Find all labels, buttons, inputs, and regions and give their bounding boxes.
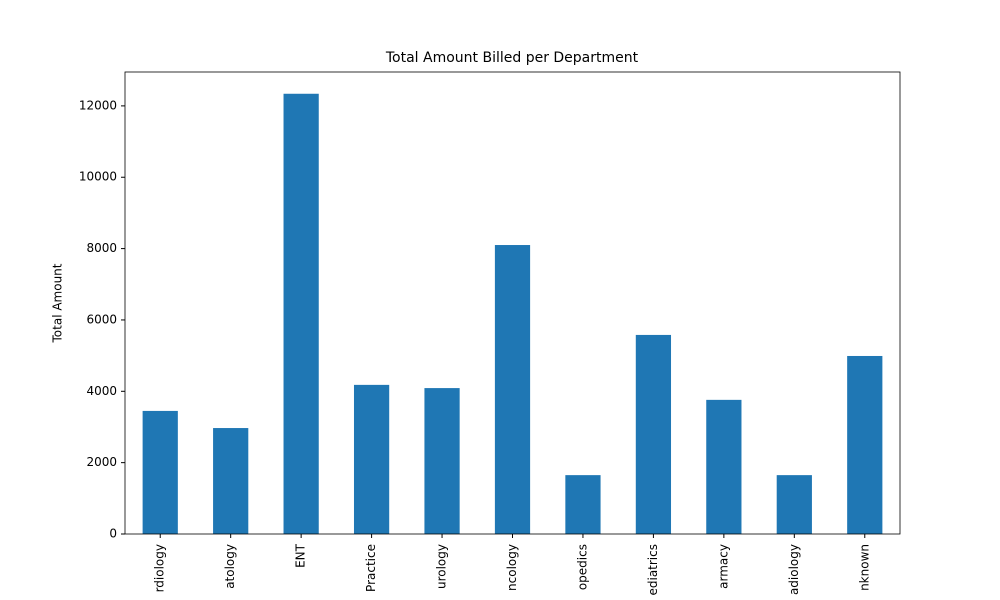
x-tick-label: rdiology bbox=[153, 544, 167, 592]
y-axis-label: Total Amount bbox=[51, 263, 65, 343]
bar bbox=[142, 410, 178, 534]
chart-title: Total Amount Billed per Department bbox=[385, 50, 639, 66]
x-tick-label: adiology bbox=[787, 544, 801, 595]
bar bbox=[776, 475, 812, 534]
bar bbox=[494, 245, 531, 534]
y-tick-label: 0 bbox=[109, 527, 117, 541]
bar bbox=[283, 93, 319, 535]
y-tick-label: 6000 bbox=[86, 312, 117, 326]
y-tick-label: 2000 bbox=[86, 455, 117, 469]
bar bbox=[424, 388, 460, 534]
x-tick-label: atology bbox=[223, 544, 237, 589]
x-tick-label: ediatrics bbox=[646, 544, 660, 596]
bar bbox=[635, 334, 672, 534]
x-tick-label: urology bbox=[435, 544, 449, 589]
bar bbox=[706, 399, 742, 534]
y-tick-label: 12000 bbox=[79, 98, 117, 112]
plot-frame bbox=[124, 71, 901, 535]
x-tick-label: Practice bbox=[364, 544, 378, 592]
bar bbox=[213, 428, 249, 534]
x-tick-label: nknown bbox=[857, 544, 871, 591]
bar bbox=[353, 384, 390, 534]
bar bbox=[565, 475, 601, 534]
x-tick-label: ENT bbox=[294, 543, 308, 568]
y-tick-label: 10000 bbox=[79, 170, 117, 184]
x-tick-label: armacy bbox=[716, 544, 730, 589]
y-tick-label: 8000 bbox=[86, 241, 117, 255]
x-tick-label: opedics bbox=[575, 544, 589, 590]
bar bbox=[847, 355, 883, 534]
x-tick-label: ncology bbox=[505, 544, 519, 591]
y-tick-label: 4000 bbox=[86, 384, 117, 398]
